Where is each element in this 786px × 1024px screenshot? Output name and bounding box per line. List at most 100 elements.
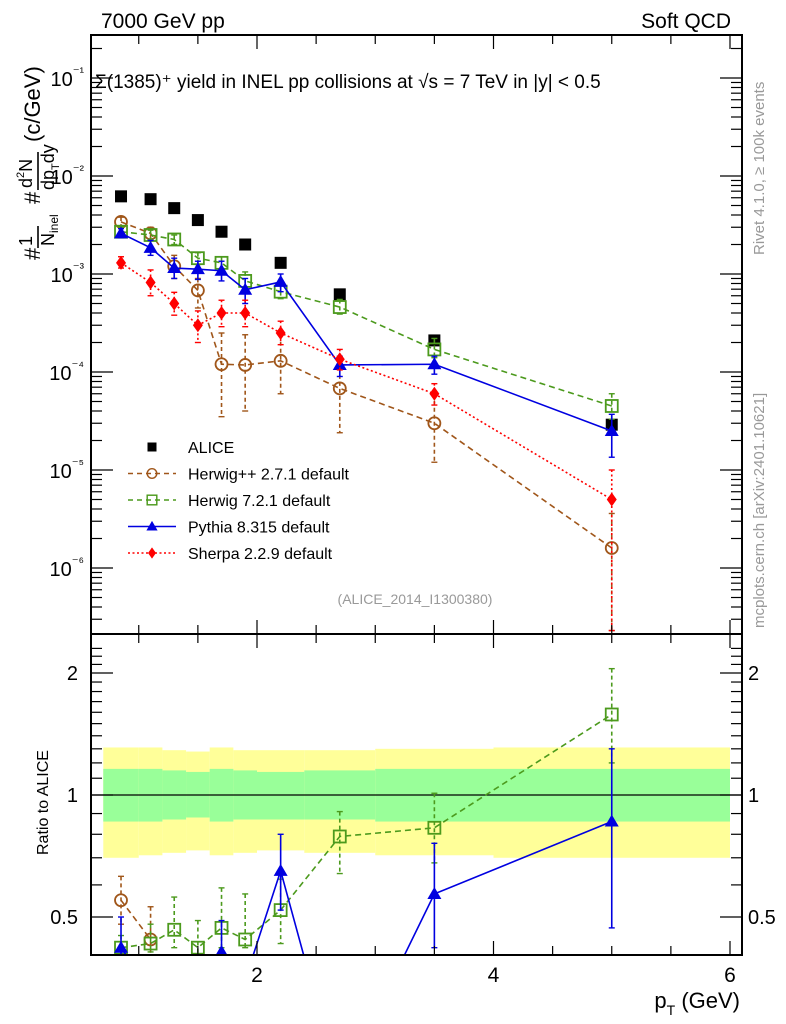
data-point <box>114 893 128 908</box>
ratio-y-tick-label: 1 <box>67 785 78 807</box>
series-alice <box>115 190 618 431</box>
plot-title: Σ(1385)⁺ yield in INEL pp collisions at … <box>95 72 601 93</box>
data-point <box>144 983 158 995</box>
data-point <box>169 296 180 311</box>
data-point <box>238 973 252 985</box>
data-point <box>273 353 288 368</box>
x-tick-label: 4 <box>488 964 500 987</box>
series-pythia-8-315-default <box>114 226 619 458</box>
rivet-label: Rivet 4.1.0, ≥ 100k events <box>751 82 768 255</box>
data-point <box>191 989 205 1001</box>
data-point <box>604 541 619 555</box>
data-point <box>167 261 182 274</box>
data-point <box>168 202 181 215</box>
data-point <box>604 424 619 437</box>
data-point <box>238 282 253 295</box>
data-point <box>427 357 442 370</box>
data-point <box>604 707 619 722</box>
mcplots-label: mcplots.cern.ch [arXiv:2401.10621] <box>751 393 768 628</box>
series-line-pythia-8-315-default <box>120 232 613 432</box>
main-ylabel: # 1 Ninel # d2N dpTdy (c/GeV) <box>12 66 63 260</box>
y-tick-label: 10⁻¹ <box>51 64 85 91</box>
legend-label: Pythia 8.315 default <box>188 520 330 537</box>
data-point <box>273 863 288 876</box>
data-point <box>239 238 252 251</box>
data-point <box>167 922 182 937</box>
legend-item: ALICE <box>147 440 234 457</box>
data-point <box>240 305 251 320</box>
data-point <box>216 305 227 320</box>
data-point <box>332 829 347 844</box>
series-line-herwig-7-2-1-default <box>120 230 612 407</box>
main-plot-area <box>114 190 619 632</box>
data-point <box>238 932 253 947</box>
data-point <box>143 240 158 253</box>
data-point <box>114 226 129 239</box>
series-line-herwig-2-7-1-default <box>120 221 613 549</box>
data-point <box>190 283 205 298</box>
data-point <box>273 274 288 287</box>
series-line-herwig-2-7-1-default <box>120 899 152 940</box>
data-point <box>427 886 442 899</box>
uncertainty-band-inner <box>257 771 305 820</box>
legend-item: Herwig++ 2.7.1 default <box>128 467 350 484</box>
main-ylabel-text: # 1 Ninel # d2N dpTdy (c/GeV) <box>12 66 63 260</box>
x-tick-label: 6 <box>724 964 736 987</box>
data-point <box>427 416 442 431</box>
ratio-plot-area <box>91 667 742 1001</box>
y-tick-label: 10⁻⁶ <box>50 554 84 581</box>
data-point <box>215 944 228 955</box>
y-tick-label: 10⁻² <box>51 162 85 189</box>
header-right: Soft QCD <box>641 10 731 33</box>
data-point <box>333 288 346 301</box>
ratio-y-tick-label: 0.5 <box>50 907 78 929</box>
legend: ALICE Herwig++ 2.7.1 default Herwig 7.2.1 … <box>128 440 350 563</box>
series-pythia-8-315-default <box>114 748 619 1001</box>
data-point <box>190 262 205 275</box>
legend-label: Sherpa 2.2.9 default <box>188 546 333 563</box>
data-point <box>427 820 442 835</box>
data-point <box>215 225 228 238</box>
ratio-ylabel: Ratio to ALICE <box>35 750 52 855</box>
legend-item: Sherpa 2.2.9 default <box>128 546 333 563</box>
data-point <box>604 814 619 827</box>
series-line-herwig-7-2-1-default <box>120 713 613 949</box>
data-point <box>275 326 286 341</box>
series-herwig-2-7-1-default <box>114 215 619 632</box>
analysis-id: (ALICE_2014_I1300380) <box>338 591 493 607</box>
legend-label: ALICE <box>188 440 234 457</box>
x-tick-label: 2 <box>251 964 263 987</box>
legend-marker <box>146 520 158 531</box>
ratio-y-tick-label-right: 2 <box>748 663 759 685</box>
data-point <box>214 357 229 372</box>
ratio-y-tick-label-right: 0.5 <box>748 907 776 929</box>
axes: 2 4 6 10⁻⁶ 10⁻⁵ 10⁻⁴ 10⁻³ 10⁻² 10⁻¹ 0.5 0.5 1 1 2 2 <box>49 34 776 987</box>
data-point <box>192 318 203 333</box>
data-point <box>144 193 157 206</box>
data-point <box>604 399 619 413</box>
data-point <box>334 352 345 367</box>
data-point <box>332 381 347 396</box>
ratio-y-tick-label: 2 <box>67 663 78 685</box>
legend-marker <box>148 547 156 559</box>
series-sherpa-2-2-9-default <box>116 255 617 632</box>
data-point <box>115 190 128 203</box>
series-line-sherpa-2-2-9-default <box>120 262 613 501</box>
main-frame <box>90 34 743 635</box>
y-tick-label: 10⁻³ <box>51 260 85 287</box>
data-point <box>427 342 442 357</box>
legend-label: Herwig++ 2.7.1 default <box>188 467 350 484</box>
series-herwig-7-2-1-default <box>114 224 619 420</box>
data-point <box>143 936 158 951</box>
data-point <box>114 940 129 953</box>
ratio-y-tick-label-right: 1 <box>748 785 759 807</box>
data-point <box>429 386 440 401</box>
data-point <box>214 263 229 276</box>
data-point <box>116 255 127 270</box>
data-point <box>606 492 617 507</box>
legend-marker <box>146 494 158 506</box>
legend-item: Pythia 8.315 default <box>128 520 330 537</box>
ratio-bands <box>103 747 730 858</box>
data-point <box>274 256 287 269</box>
